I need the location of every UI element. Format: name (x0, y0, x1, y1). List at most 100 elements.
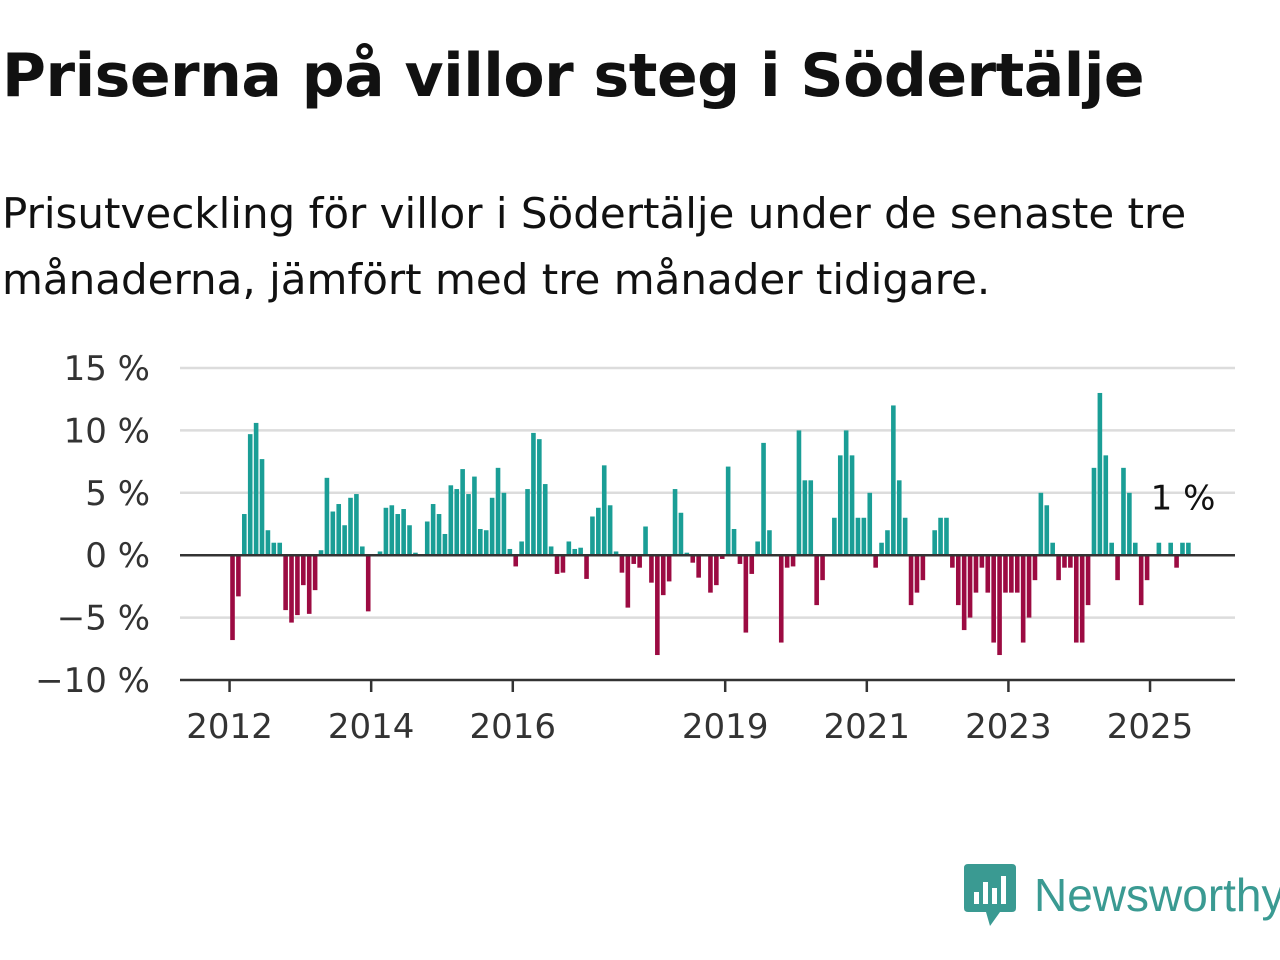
bar (507, 548, 513, 556)
bar-chart-speech-bubble-icon (964, 864, 1016, 926)
chart-title: Priserna på villor steg i Södertälje (2, 41, 1145, 111)
bar (672, 489, 678, 556)
bar (430, 504, 436, 556)
bar (690, 555, 696, 563)
bar (542, 484, 548, 556)
bar (1132, 542, 1138, 556)
bar (814, 555, 819, 606)
y-tick-label: 5 % (85, 474, 150, 514)
bar (401, 509, 406, 556)
bar (1168, 542, 1173, 556)
bar (259, 459, 265, 556)
bar (731, 528, 737, 556)
x-tick-label: 2012 (186, 707, 273, 747)
bar (389, 505, 395, 556)
bar (920, 555, 926, 581)
bar (448, 485, 454, 556)
bar (861, 517, 867, 556)
bar (596, 507, 601, 556)
bar (961, 555, 967, 631)
bar (967, 555, 973, 618)
bar (802, 480, 808, 556)
bar (1056, 555, 1061, 581)
bar (1103, 455, 1109, 556)
bar (1044, 505, 1050, 556)
bar (997, 555, 1002, 656)
bar (855, 517, 861, 556)
bar (601, 465, 607, 556)
bar (649, 555, 654, 583)
bar (306, 555, 312, 614)
newsworthy-brand: Newsworthy (964, 864, 1280, 926)
bar (295, 555, 300, 616)
bar (466, 494, 471, 556)
bar (879, 542, 884, 556)
bar (1186, 542, 1191, 556)
bar (666, 555, 672, 582)
bar (478, 528, 483, 556)
bar (643, 526, 648, 556)
bar (336, 504, 342, 556)
bar (1079, 555, 1085, 643)
bar (1144, 555, 1150, 581)
bar (696, 555, 701, 578)
bar (1062, 555, 1067, 568)
y-tick-label: −5 % (57, 599, 150, 639)
bar (1085, 555, 1091, 606)
y-tick-label: 0 % (85, 536, 150, 576)
x-tick-label: 2019 (682, 707, 769, 747)
bar (955, 555, 961, 606)
latest-value-annotation: 1 % (1151, 479, 1216, 519)
bar (914, 555, 920, 593)
bar (436, 514, 442, 556)
bar (590, 516, 595, 556)
bar (867, 492, 873, 556)
bar (554, 555, 560, 574)
bar (902, 517, 908, 556)
bar (832, 517, 837, 556)
y-tick-label: 15 % (64, 349, 150, 389)
x-tick-label: 2014 (328, 707, 415, 747)
bar (424, 521, 430, 556)
bar (908, 555, 914, 606)
bar (442, 533, 448, 556)
bar (950, 555, 955, 568)
bar (607, 505, 613, 556)
bar (230, 555, 235, 641)
bar (1068, 555, 1073, 568)
bar (566, 541, 572, 556)
bar (1121, 467, 1126, 556)
bar (1050, 542, 1055, 556)
bar (761, 442, 766, 556)
bar (236, 555, 241, 597)
bar (973, 555, 979, 593)
bar (560, 555, 566, 573)
brand-name: Newsworthy (1034, 869, 1280, 921)
bar (354, 494, 359, 556)
bar (719, 555, 725, 559)
bar (1026, 555, 1032, 618)
bar (360, 546, 365, 556)
bar (1138, 555, 1144, 606)
bar (283, 555, 288, 611)
bar (548, 546, 554, 556)
bar (460, 469, 465, 556)
y-tick-label: 10 % (64, 411, 150, 451)
bar (578, 547, 583, 556)
bar (265, 530, 271, 556)
bar (708, 555, 713, 593)
bar (1073, 555, 1079, 643)
axes (180, 553, 1235, 692)
bar (348, 497, 353, 556)
bar (253, 422, 259, 556)
bar (631, 555, 637, 564)
bar (820, 555, 825, 581)
bar (1091, 467, 1097, 556)
bar (725, 466, 731, 556)
bar (991, 555, 996, 643)
bar (796, 430, 802, 556)
bar (896, 480, 902, 556)
bar (377, 551, 383, 556)
y-tick-label: −10 % (35, 661, 150, 701)
bar (383, 507, 389, 556)
